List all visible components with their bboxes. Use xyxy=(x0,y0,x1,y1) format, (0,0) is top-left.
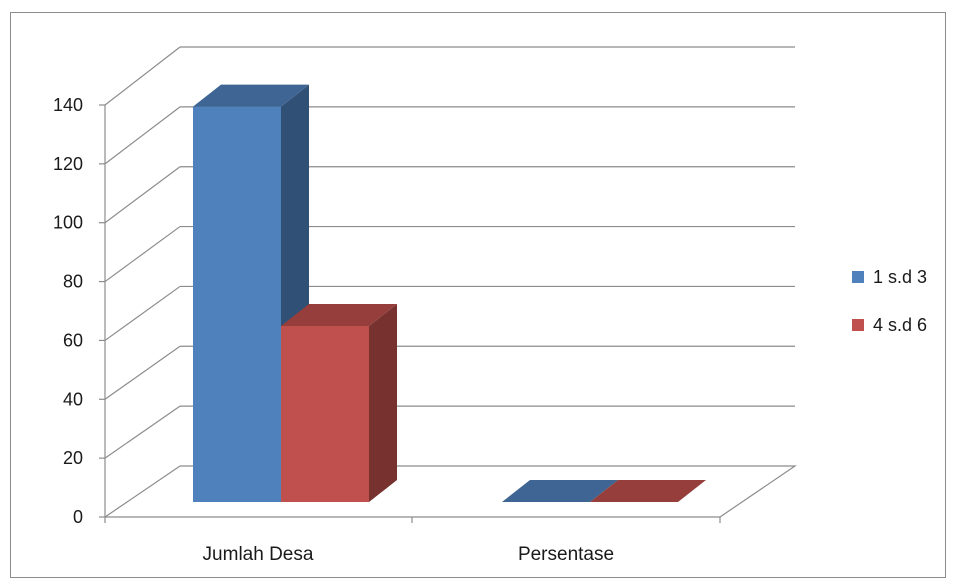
gridline-side xyxy=(104,405,181,459)
gridline-side xyxy=(104,106,181,165)
y-tick-label: 0 xyxy=(73,507,83,527)
bar-2-1 xyxy=(281,303,397,502)
side-wall xyxy=(105,47,180,517)
legend: 1 s.d 3 4 s.d 6 xyxy=(852,267,927,335)
gridline-side xyxy=(104,345,181,400)
y-tick-label: 80 xyxy=(63,272,83,292)
y-tick-label: 20 xyxy=(63,448,83,468)
category-labels: Jumlah Desa Persentase xyxy=(203,544,615,565)
gridline-side xyxy=(104,465,181,518)
legend-swatch xyxy=(852,319,864,331)
gridline-side xyxy=(104,226,181,283)
bar-1-2 xyxy=(502,480,618,502)
legend-label: 4 s.d 6 xyxy=(873,315,927,335)
axes xyxy=(99,104,721,523)
y-tick-label: 140 xyxy=(53,95,83,115)
y-tick-label: 40 xyxy=(63,389,83,409)
bar-front xyxy=(281,325,369,502)
bar-side xyxy=(369,303,397,502)
legend-item: 4 s.d 6 xyxy=(852,315,927,335)
gridline-side xyxy=(104,285,181,341)
y-tick-label: 100 xyxy=(53,213,83,233)
legend-item: 1 s.d 3 xyxy=(852,267,927,287)
bar-2-2 xyxy=(590,480,706,502)
category-label: Persentase xyxy=(518,544,614,565)
y-tick-label: 60 xyxy=(63,330,83,350)
category-label: Jumlah Desa xyxy=(203,544,314,565)
bar-top xyxy=(281,303,397,326)
y-tick-label: 120 xyxy=(53,154,83,174)
gridline-side xyxy=(104,166,181,224)
y-tick-labels: 0 20 40 60 80 100 120 140 xyxy=(53,95,83,527)
gridline-side xyxy=(104,46,181,106)
bar-top xyxy=(502,480,618,502)
legend-label: 1 s.d 3 xyxy=(873,267,927,287)
bar-top xyxy=(193,84,309,107)
bar-top xyxy=(590,480,706,502)
bar-front xyxy=(193,106,281,503)
legend-swatch xyxy=(852,271,864,283)
bars xyxy=(193,84,706,503)
